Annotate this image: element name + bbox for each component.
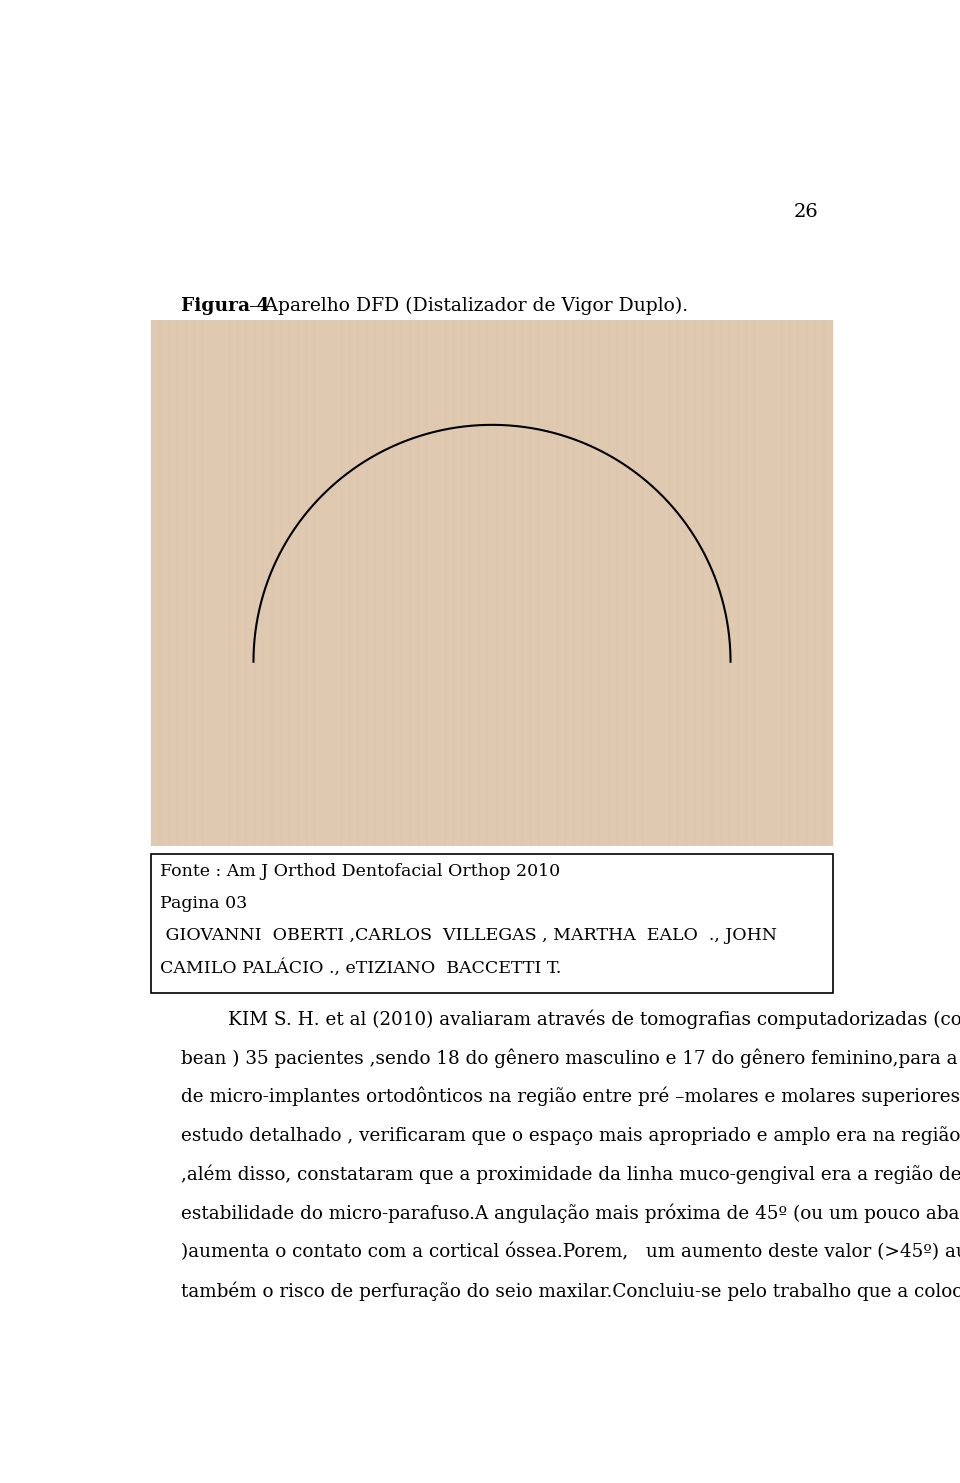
Text: – Aparelho DFD (Distalizador de Vigor Duplo).: – Aparelho DFD (Distalizador de Vigor Du…	[243, 297, 688, 314]
Text: estudo detalhado , verificaram que o espaço mais apropriado e amplo era na regiã: estudo detalhado , verificaram que o esp…	[181, 1126, 960, 1145]
Text: bean ) 35 pacientes ,sendo 18 do gênero masculino e 17 do gênero feminino,para a: bean ) 35 pacientes ,sendo 18 do gênero …	[181, 1048, 960, 1068]
Text: de micro-implantes ortodônticos na região entre pré –molares e molares superiore: de micro-implantes ortodônticos na regiã…	[181, 1087, 960, 1106]
FancyBboxPatch shape	[152, 854, 832, 994]
Text: KIM S. H. et al (2010) avaliaram através de tomografias computadorizadas (cone –: KIM S. H. et al (2010) avaliaram através…	[181, 1010, 960, 1029]
Text: estabilidade do micro-parafuso.A angulação mais próxima de 45º (ou um pouco abai: estabilidade do micro-parafuso.A angulaç…	[181, 1203, 960, 1223]
Text: CAMILO PALÁCIO ., eTIZIANO  BACCETTI T.: CAMILO PALÁCIO ., eTIZIANO BACCETTI T.	[160, 960, 562, 977]
Text: também o risco de perfuração do seio maxilar.Concluiu-se pelo trabalho que a col: também o risco de perfuração do seio max…	[181, 1281, 960, 1301]
Text: 26: 26	[794, 203, 818, 221]
Text: Figura 4: Figura 4	[181, 297, 270, 314]
FancyBboxPatch shape	[152, 319, 832, 845]
Text: ,além disso, constataram que a proximidade da linha muco-gengival era a região d: ,além disso, constataram que a proximida…	[181, 1164, 960, 1183]
Text: Pagina 03: Pagina 03	[160, 896, 248, 912]
Text: )aumenta o contato com a cortical óssea.Porem,   um aumento deste valor (>45º) a: )aumenta o contato com a cortical óssea.…	[181, 1243, 960, 1261]
Text: Fonte : Am J Orthod Dentofacial Orthop 2010: Fonte : Am J Orthod Dentofacial Orthop 2…	[160, 863, 561, 879]
Text: GIOVANNI  OBERTI ,CARLOS  VILLEGAS , MARTHA  EALO  ., JOHN: GIOVANNI OBERTI ,CARLOS VILLEGAS , MARTH…	[160, 927, 778, 945]
